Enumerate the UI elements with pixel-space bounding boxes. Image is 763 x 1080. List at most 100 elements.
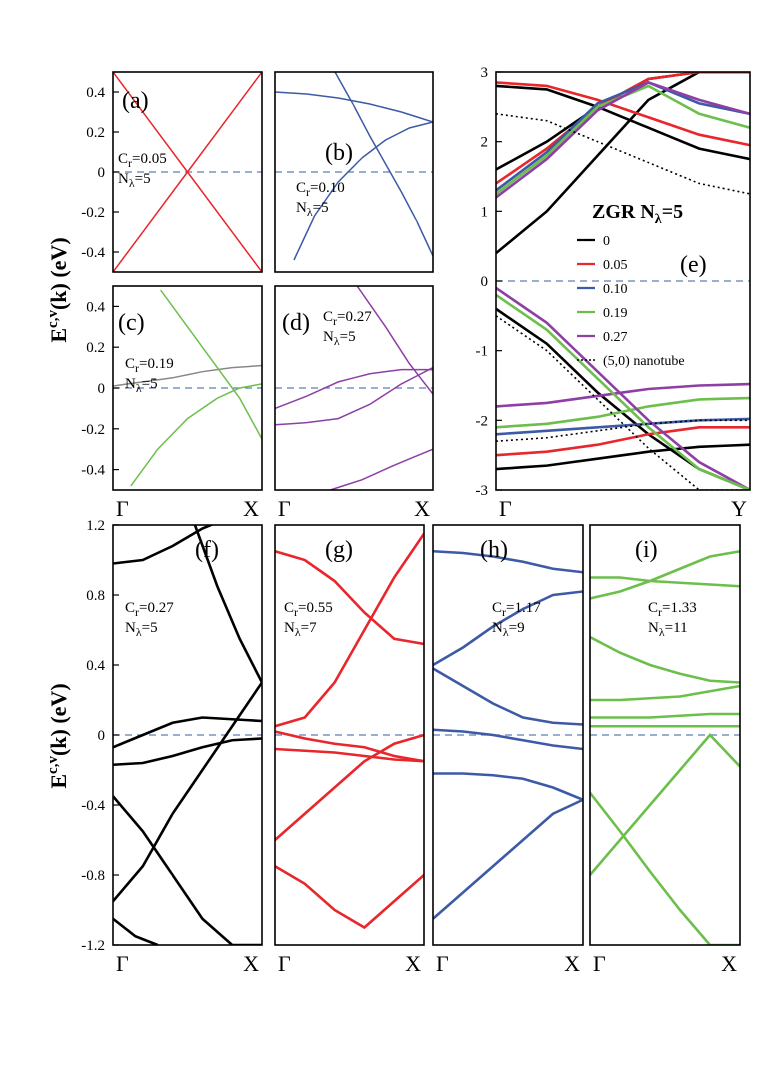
panel-label-a: (a) (122, 88, 149, 114)
panel-label-c: (c) (118, 310, 145, 336)
band-line-e-3 (496, 81, 750, 147)
x-tick-label-end: X (564, 951, 580, 976)
band-line-d-3 (330, 448, 433, 490)
band-line-g-0 (275, 550, 424, 646)
band-line-f-6 (113, 917, 159, 945)
annotation-nlambda: Nλ=5 (125, 376, 158, 395)
annotation-cr: Cr=0.05 (118, 151, 167, 170)
y-tick-label: 2 (481, 135, 489, 151)
x-tick-label-gamma: Γ (499, 496, 512, 521)
panel-frame-g (274, 524, 425, 946)
y-tick-label: -1.2 (81, 938, 105, 954)
band-line-a-1 (113, 72, 262, 272)
y-tick-label: -1 (476, 344, 489, 360)
legend-entry: 0.10 (603, 282, 628, 297)
y-tick-label: 0.4 (86, 658, 105, 674)
x-tick-label-end: X (405, 951, 421, 976)
annotation-cr: Cr=0.19 (125, 356, 174, 375)
panel-frame-d (274, 285, 434, 491)
panel-label-g: (g) (325, 537, 353, 563)
band-line-e-2 (496, 72, 750, 255)
band-line-h-1 (433, 590, 583, 667)
annotation-nlambda: Nλ=7 (284, 620, 317, 639)
annotation-cr: Cr=1.17 (492, 600, 541, 619)
band-line-i-1 (590, 549, 740, 600)
panel-label-d: (d) (282, 310, 310, 336)
y-tick-label: 0 (98, 728, 106, 744)
legend-entry: 0 (603, 234, 610, 249)
panel-frame-b (274, 71, 434, 273)
band-line-b-0 (275, 91, 433, 123)
x-tick-label-end: Y (731, 496, 747, 521)
y-tick-label: -0.4 (81, 798, 105, 814)
panel-frame-i (589, 524, 741, 946)
annotation-nlambda: Nλ=5 (323, 329, 356, 348)
y-tick-label: 1.2 (86, 518, 105, 534)
band-line-e-10 (496, 443, 750, 471)
band-line-b-1 (334, 72, 433, 257)
band-line-e-15 (496, 286, 750, 490)
y-tick-label: 3 (481, 65, 489, 81)
y-axis-label-bottom: Ec,v(k) (eV) (45, 683, 71, 788)
panel-label-e: (e) (680, 252, 707, 278)
y-axis-labels: Ec,v(k) (eV) Ec,v(k) (eV) (45, 237, 71, 788)
band-line-e-1 (496, 72, 750, 171)
series-group (275, 72, 433, 261)
band-line-i-3 (590, 684, 740, 702)
y-tick-label: 0.4 (86, 85, 105, 101)
band-line-e-14 (496, 382, 750, 408)
series-group (496, 72, 750, 490)
x-tick-label-end: X (721, 951, 737, 976)
x-tick-label-gamma: Γ (116, 496, 129, 521)
panels-group: 0.40.20-0.2-0.4(a)Cr=0.05Nλ=5(b)Cr=0.10N… (81, 65, 751, 976)
series-group (113, 72, 262, 272)
x-tick-label-end: X (243, 951, 259, 976)
y-tick-label: -0.2 (81, 205, 105, 221)
y-tick-label: 0.2 (86, 340, 105, 356)
band-line-e-13 (496, 396, 750, 429)
x-tick-label-gamma: Γ (116, 951, 129, 976)
series-group (590, 549, 740, 945)
band-line-c-0 (113, 364, 262, 387)
series-group (433, 549, 583, 920)
y-tick-label: -0.8 (81, 868, 105, 884)
band-line-d-0 (275, 368, 433, 410)
band-line-g-3 (275, 747, 424, 763)
series-group (113, 525, 262, 945)
band-line-b-2 (293, 121, 433, 261)
band-line-i-4 (590, 712, 740, 719)
band-line-g-1 (275, 533, 424, 728)
x-tick-label-gamma: Γ (436, 951, 449, 976)
annotation-nlambda: Nλ=5 (118, 171, 151, 190)
y-axis-label-top: Ec,v(k) (eV) (45, 237, 71, 342)
x-tick-label-end: X (243, 496, 259, 521)
annotation-nlambda: Nλ=11 (648, 620, 688, 639)
band-line-i-2 (590, 635, 740, 684)
annotation-cr: Cr=0.55 (284, 600, 333, 619)
band-line-e-5 (496, 81, 750, 192)
legend-entry: 0.27 (603, 330, 628, 345)
x-tick-label-gamma: Γ (593, 951, 606, 976)
band-line-g-5 (275, 865, 424, 930)
band-line-c-1 (160, 289, 262, 440)
annotation-cr: Cr=0.10 (296, 180, 345, 199)
band-line-d-1 (356, 286, 433, 395)
band-line-c-2 (130, 383, 262, 487)
series-group (275, 533, 424, 930)
band-line-i-0 (590, 576, 740, 588)
band-line-e-18 (496, 419, 750, 443)
band-line-e-0 (496, 84, 750, 161)
series-group (113, 289, 262, 487)
annotation-nlambda: Nλ=9 (492, 620, 525, 639)
band-line-f-5 (113, 681, 262, 903)
band-line-e-16 (496, 293, 750, 490)
band-line-e-7 (496, 81, 750, 199)
x-tick-label-end: X (414, 496, 430, 521)
panel-label-b: (b) (325, 140, 353, 166)
